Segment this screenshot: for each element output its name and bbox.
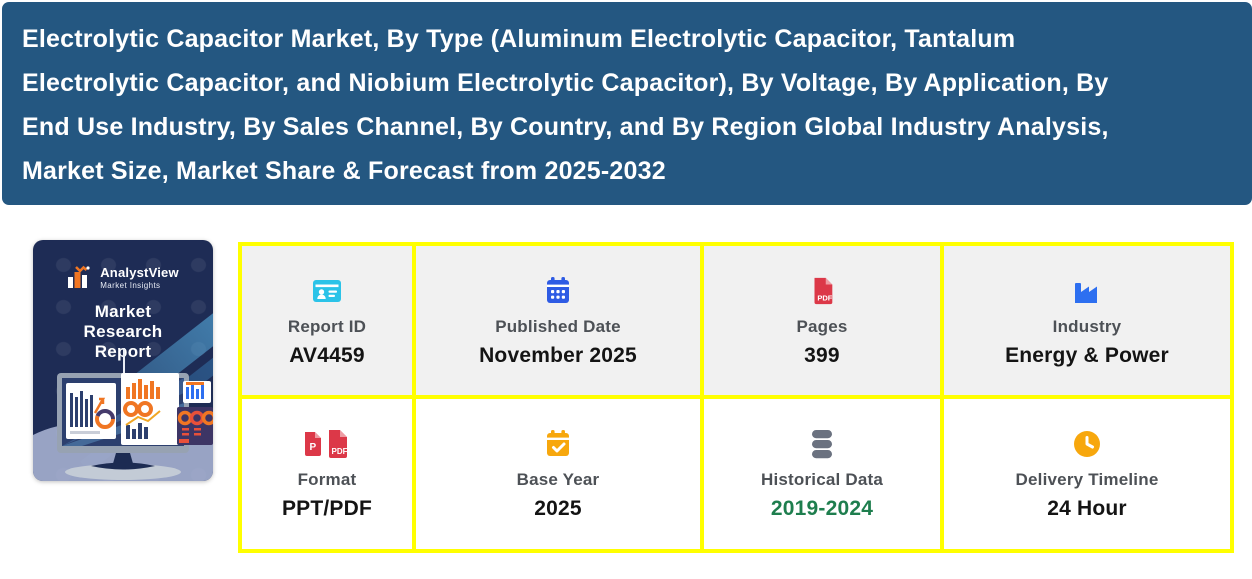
info-card-value: PPT/PDF (281, 497, 373, 520)
info-card-label: Historical Data (760, 470, 884, 489)
info-card-label: Published Date (495, 316, 621, 336)
info-card-label: Industry (1052, 316, 1122, 336)
info-card-label: Base Year (516, 470, 600, 489)
brand-tagline: Market Insights (100, 280, 161, 290)
factory-icon (1071, 274, 1103, 308)
info-card-value: 2019-2024 (770, 497, 874, 520)
info-card-value: Energy & Power (1005, 343, 1169, 367)
info-card-historical-data: Historical Data 2019-2024 (704, 399, 940, 549)
info-card-format: P PDF Format PPT/PDF (242, 399, 412, 549)
report-info-grid: Report ID AV4459 Published Date (238, 242, 1234, 553)
info-card-delivery-timeline: Delivery Timeline 24 Hour (944, 399, 1230, 549)
id-card-icon (310, 274, 344, 308)
cover-divider-line (123, 348, 125, 386)
monitor-charts-illustration (33, 373, 213, 481)
cover-caption: Market Research Report (83, 302, 163, 361)
brand-logo: AnalystView Market Insights (33, 264, 213, 290)
brand-name: AnalystView (100, 264, 179, 280)
info-card-value: 2025 (534, 497, 582, 520)
info-card-label: Delivery Timeline (1015, 470, 1159, 489)
info-card-value: 24 Hour (1047, 497, 1127, 520)
calendar-check-icon (542, 427, 574, 461)
report-cover-image: AnalystView Market Insights Market Resea… (33, 240, 213, 481)
report-title-line: Electrolytic Capacitor, and Niobium Elec… (22, 69, 1109, 97)
ppt-pdf-files-icon: P PDF (301, 427, 353, 461)
info-card-label: Pages (796, 316, 848, 336)
svg-text:P: P (310, 442, 317, 453)
report-title-line: End Use Industry, By Sales Channel, By C… (22, 113, 1109, 141)
info-card-industry: Industry Energy & Power (944, 246, 1230, 395)
svg-text:PDF: PDF (817, 293, 832, 302)
calendar-icon (542, 274, 574, 308)
pdf-file-icon: PDF (807, 274, 837, 308)
database-icon (806, 427, 838, 461)
info-card-value: November 2025 (479, 343, 637, 367)
info-card-report-id: Report ID AV4459 (242, 246, 412, 395)
info-card-value: 399 (804, 343, 840, 367)
svg-text:PDF: PDF (332, 447, 348, 456)
bar-chart-logo-icon (68, 265, 90, 288)
info-card-label: Format (297, 470, 357, 489)
info-card-pages: PDF Pages 399 (704, 246, 940, 395)
report-title-line: Electrolytic Capacitor Market, By Type (… (22, 25, 1016, 53)
info-card-base-year: Base Year 2025 (416, 399, 700, 549)
info-card-value: AV4459 (289, 343, 365, 367)
info-card-label: Report ID (287, 316, 367, 336)
report-title-banner: Electrolytic Capacitor Market, By Type (… (2, 2, 1252, 205)
report-title-line: Market Size, Market Share & Forecast fro… (22, 157, 666, 185)
clock-icon (1071, 427, 1103, 461)
info-card-published-date: Published Date November 2025 (416, 246, 700, 395)
